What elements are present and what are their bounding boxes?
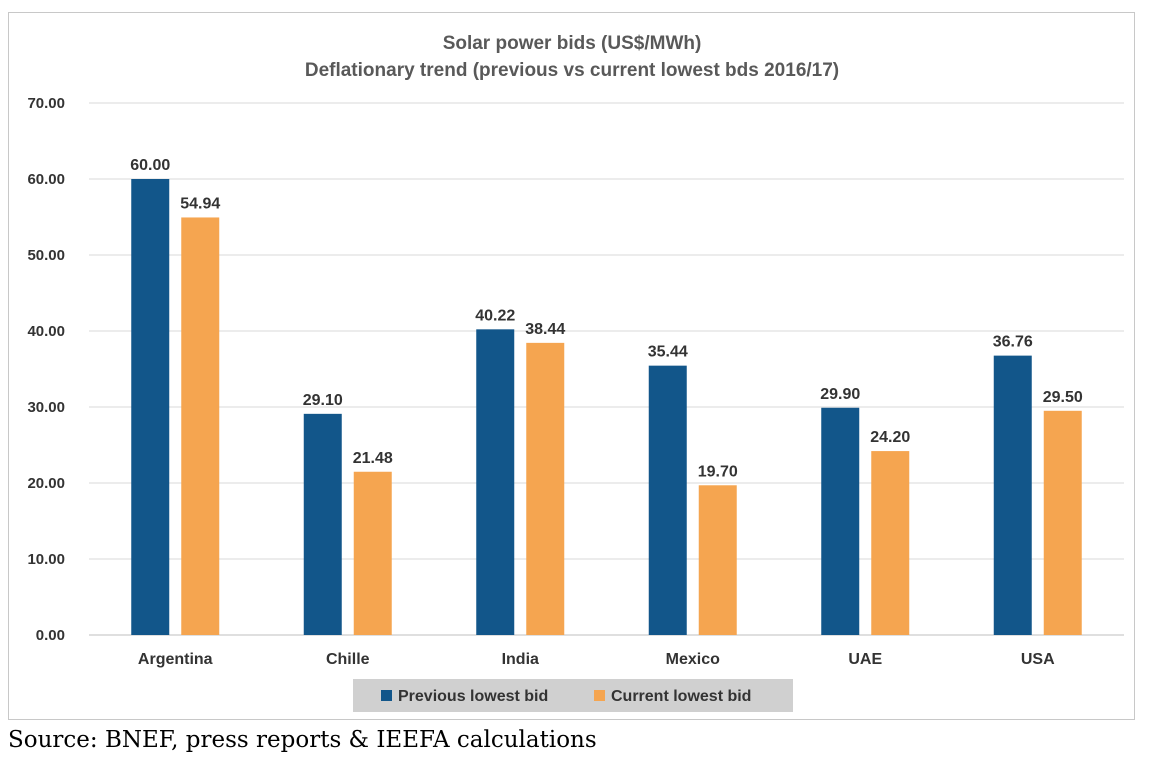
data-label: 38.44 [525,321,565,338]
data-label: 40.22 [475,307,515,324]
data-label: 35.44 [648,344,688,361]
bar-current-lowest-bid [698,485,737,635]
data-label: 29.90 [820,386,860,403]
data-label: 54.94 [180,195,220,212]
x-category-label: UAE [848,651,882,668]
legend-background [353,679,793,712]
y-tick-label: 10.00 [27,551,65,568]
data-label: 29.50 [1043,389,1083,406]
bar-previous-lowest-bid [303,413,342,635]
legend-swatch-previous [381,690,392,701]
bar-current-lowest-bid [526,342,565,635]
x-category-label: India [502,651,539,668]
gridlines [89,102,1124,636]
data-label: 60.00 [130,157,170,174]
y-tick-label: 30.00 [27,399,65,416]
x-category-label: USA [1021,651,1055,668]
x-category-label: Chille [326,651,370,668]
data-label: 21.48 [353,450,393,467]
bar-current-lowest-bid [181,217,220,635]
bar-previous-lowest-bid [821,407,860,635]
y-tick-label: 50.00 [27,247,65,264]
y-tick-label: 20.00 [27,475,65,492]
data-labels: 60.00 54.94 29.10 21.48 40.22 38.44 35.44 19.70… [130,157,1083,480]
bar-previous-lowest-bid [993,355,1032,635]
data-label: 19.70 [698,463,738,480]
data-label: 29.10 [303,392,343,409]
bar-current-lowest-bid [871,451,910,635]
chart-frame: Solar power bids (US$/MWh) Deflationary … [8,12,1135,720]
legend: Previous lowest bid Current lowest bid [353,679,793,712]
legend-swatch-current [594,690,605,701]
chart-subtitle: Deflationary trend (previous vs current … [305,60,839,81]
source-note: Source: BNEF, press reports & IEEFA calc… [8,727,597,753]
bar-chart: Solar power bids (US$/MWh) Deflationary … [27,33,1124,712]
chart-title: Solar power bids (US$/MWh) [443,33,702,54]
legend-label-previous: Previous lowest bid [398,688,548,705]
y-tick-label: 40.00 [27,323,65,340]
x-axis: Argentina Chille India Mexico UAE USA [138,651,1055,668]
y-axis: 0.00 10.00 20.00 30.00 40.00 50.00 60.00 70.00 [27,95,65,644]
bar-current-lowest-bid [353,471,392,635]
bars [131,179,1082,635]
data-label: 36.76 [993,334,1033,351]
bar-current-lowest-bid [1043,410,1082,635]
bar-previous-lowest-bid [648,365,687,635]
x-category-label: Argentina [138,651,213,668]
legend-label-current: Current lowest bid [611,688,751,705]
y-tick-label: 0.00 [36,627,65,644]
x-category-label: Mexico [666,651,720,668]
y-tick-label: 60.00 [27,171,65,188]
data-label: 24.20 [870,429,910,446]
y-tick-label: 70.00 [27,95,65,112]
bar-previous-lowest-bid [131,179,170,635]
bar-previous-lowest-bid [476,329,515,635]
